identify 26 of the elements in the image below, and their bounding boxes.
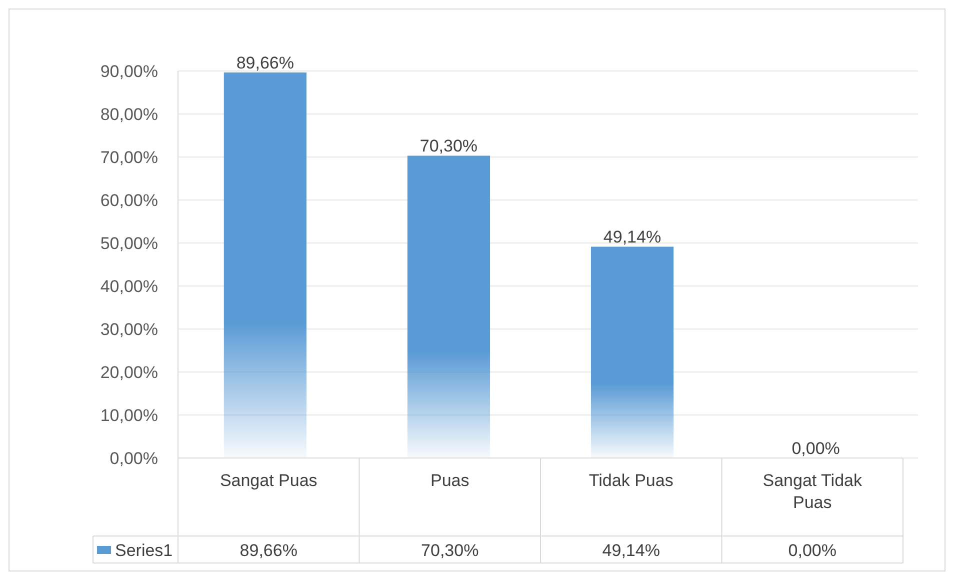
y-tick-label: 30,00%	[100, 320, 158, 339]
bar	[590, 246, 674, 458]
bar	[407, 156, 490, 458]
y-tick-label: 20,00%	[100, 362, 158, 382]
data-label: 89,66%	[240, 541, 298, 560]
x-tick-label: Sangat Puas	[220, 471, 318, 490]
x-tick-label: Tidak Puas	[588, 471, 674, 490]
y-tick-label: 0,00%	[110, 448, 158, 468]
text: 70,30%	[420, 136, 478, 156]
y-tick-label: 90,00%	[100, 62, 158, 81]
legend-label: Series1	[115, 541, 173, 560]
text: 89,66%	[236, 53, 294, 72]
y-tick-label: 60,00%	[100, 190, 158, 210]
data-label: 0,00%	[788, 541, 836, 560]
y-tick-label: 10,00%	[100, 406, 158, 425]
y-tick-label: 40,00%	[100, 276, 158, 296]
y-tick-label: 80,00%	[100, 104, 158, 124]
text: 0,00%	[792, 439, 840, 458]
x-tick-label: Sangat Tidak Puas	[762, 471, 862, 512]
text: 49,14%	[603, 228, 662, 247]
data-label: 49,14%	[602, 541, 660, 560]
bar	[224, 72, 306, 458]
x-tick-label: Puas	[430, 471, 470, 490]
y-tick-label: 70,00%	[100, 148, 158, 167]
data-label: 70,30%	[421, 541, 479, 560]
y-tick-label: 50,00%	[100, 234, 158, 253]
